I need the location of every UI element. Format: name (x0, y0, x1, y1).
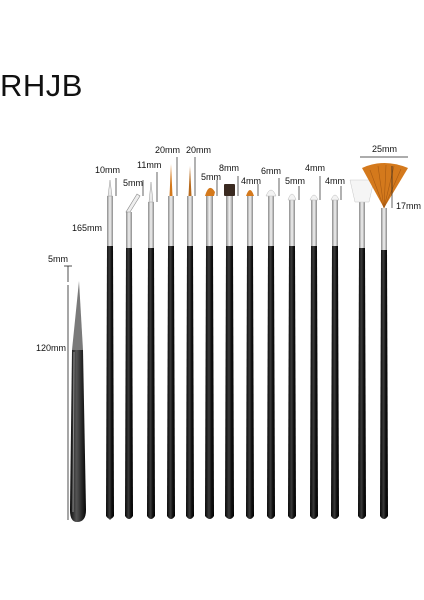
label-b4: 20mm (155, 145, 180, 155)
label-b10: 5mm (285, 176, 305, 186)
label-b12: 4mm (325, 176, 345, 186)
label-b1: 10mm (95, 165, 120, 175)
brush-length-label: 165mm (72, 223, 102, 233)
label-b14: 17mm (396, 201, 421, 211)
label-b6: 5mm (201, 172, 221, 182)
label-b11: 4mm (305, 163, 325, 173)
label-b13: 25mm (372, 144, 397, 154)
pen-length-label: 120mm (36, 343, 66, 353)
label-b7: 8mm (219, 163, 239, 173)
dimension-labels: 10mm 5mm 11mm 20mm 20mm 5mm 8mm 4mm 6mm … (95, 144, 421, 211)
brush-heads (107, 163, 408, 213)
label-b2: 5mm (123, 178, 143, 188)
label-b5: 20mm (186, 145, 211, 155)
label-b9: 6mm (261, 166, 281, 176)
dotting-pen (70, 281, 86, 522)
brush-handles (106, 196, 388, 519)
brand-logo-text: RHJB (0, 68, 83, 103)
label-b3: 11mm (137, 160, 161, 170)
pen-tip-label: 5mm (48, 254, 68, 264)
label-b8: 4mm (241, 176, 261, 186)
